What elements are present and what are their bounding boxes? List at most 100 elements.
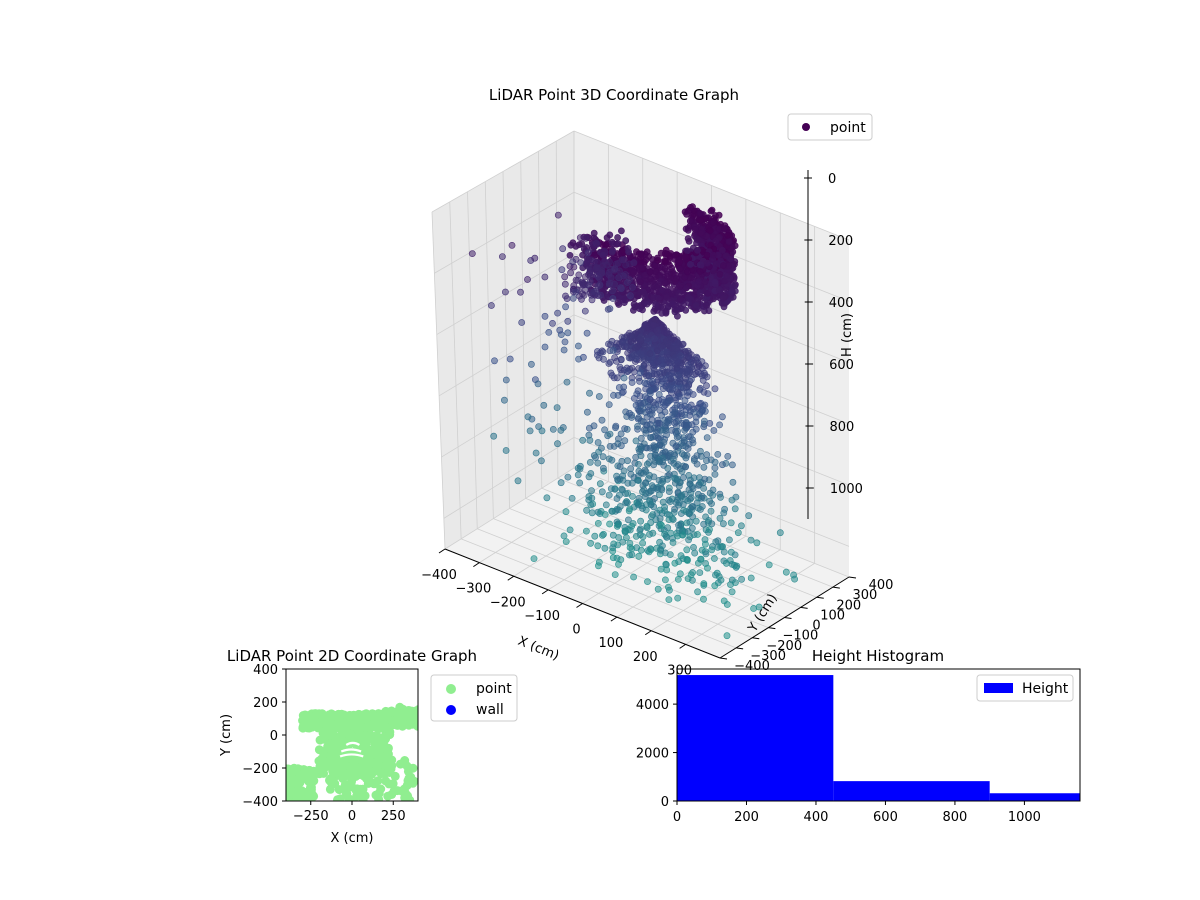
histogram-title: Height Histogram [812, 647, 944, 665]
point-marker [650, 287, 657, 295]
point-marker [657, 343, 665, 351]
x-tick-label: −100 [524, 609, 560, 624]
grid-line [493, 518, 769, 628]
z-tick-label: 200 [828, 234, 853, 249]
point-marker [720, 520, 727, 528]
point-marker [613, 522, 621, 530]
point-marker [659, 375, 666, 383]
point-marker [731, 551, 739, 559]
point-marker [717, 493, 724, 501]
point-marker [732, 493, 740, 501]
point-marker [390, 707, 400, 717]
point-marker [348, 796, 358, 801]
point-marker [330, 779, 340, 789]
x-tick-label: 300 [667, 663, 692, 678]
point-marker [594, 542, 602, 550]
point-marker [377, 714, 387, 724]
z-tick-label: 0 [828, 172, 836, 187]
point-marker [642, 479, 650, 486]
point-marker [753, 539, 761, 547]
point-marker [404, 773, 414, 783]
grid-line [573, 130, 850, 241]
point-marker [622, 237, 630, 245]
point-marker [487, 302, 495, 309]
point-marker [549, 319, 556, 327]
point-marker [541, 312, 549, 320]
point-marker [719, 294, 727, 302]
point-marker [694, 368, 702, 376]
point-marker [693, 353, 700, 361]
point-marker [545, 328, 553, 336]
point-marker [644, 578, 651, 585]
point-marker [594, 292, 602, 300]
point-marker [588, 487, 595, 495]
point-marker [728, 576, 736, 584]
x-tick [473, 562, 480, 568]
point-marker [623, 343, 630, 351]
point-marker [590, 452, 598, 459]
point-marker [578, 295, 585, 303]
point-marker [671, 452, 679, 459]
point-marker [586, 269, 593, 277]
point-marker [723, 272, 731, 280]
point-marker [365, 720, 375, 730]
point-marker [687, 571, 695, 579]
point-marker [687, 260, 694, 268]
point-marker [614, 234, 621, 241]
point-marker [691, 225, 699, 233]
point-marker [601, 426, 608, 434]
point-marker [502, 447, 510, 454]
point-marker [687, 407, 694, 415]
x-tick [576, 603, 583, 608]
point-marker [599, 532, 606, 539]
point-marker [686, 480, 694, 488]
point-marker [624, 349, 632, 357]
grid-line [477, 528, 753, 639]
chart-2d-legend-wall-label: wall [476, 702, 504, 718]
point-marker [553, 404, 561, 411]
point-marker [587, 539, 594, 547]
point-marker [514, 477, 522, 485]
point-marker [671, 251, 679, 259]
point-marker [664, 475, 671, 483]
point-marker [701, 475, 709, 483]
point-marker [674, 461, 682, 469]
point-marker [672, 499, 680, 506]
point-marker [598, 416, 606, 424]
point-marker [286, 794, 292, 801]
point-marker [665, 596, 673, 603]
point-marker [702, 513, 709, 521]
grid-line [541, 487, 817, 598]
point-marker [647, 425, 655, 433]
point-marker [321, 762, 331, 772]
point-marker [349, 766, 359, 776]
point-marker [599, 251, 607, 259]
point-marker [684, 235, 692, 242]
point-marker [596, 281, 604, 288]
point-marker [574, 277, 582, 284]
point-marker [618, 339, 626, 346]
grid-line [460, 538, 737, 649]
point-marker [681, 397, 689, 404]
y-tick [848, 576, 857, 579]
point-marker [618, 256, 626, 264]
point-marker [709, 486, 717, 494]
x-tick-label: 1000 [1008, 810, 1041, 825]
point-marker [669, 384, 677, 392]
point-marker [569, 258, 577, 266]
point-marker [582, 234, 590, 242]
chart-3d: LiDAR Point 3D Coordinate Graph −400−300… [421, 86, 893, 678]
point-marker [557, 426, 565, 434]
point-marker [572, 288, 580, 296]
histogram-legend: Height [976, 674, 1074, 702]
point-marker [524, 413, 532, 421]
point-marker [594, 351, 601, 359]
point-marker [678, 491, 686, 499]
point-marker [380, 732, 389, 742]
point-marker [662, 561, 670, 569]
point-marker [745, 512, 753, 520]
histogram-bars [677, 675, 1080, 801]
point-marker [579, 281, 587, 289]
point-marker [702, 301, 710, 309]
point-marker [635, 414, 642, 422]
